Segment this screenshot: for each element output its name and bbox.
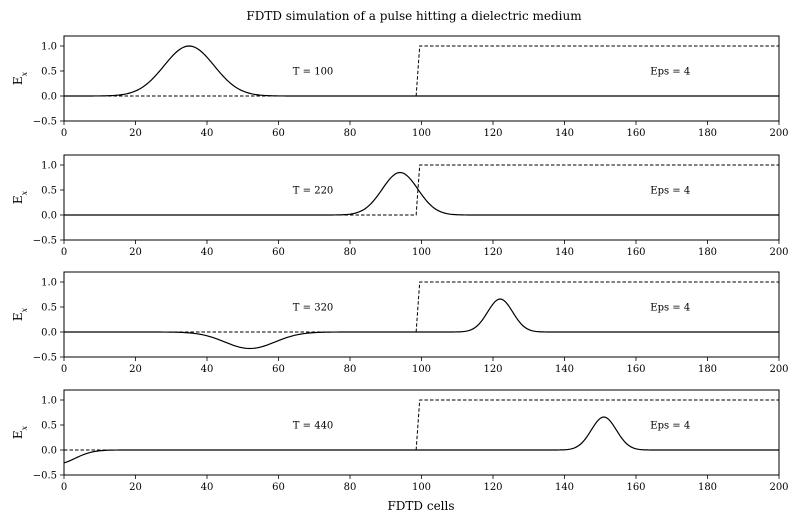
panel-2: 0 20 40 60 80 100 120 140 160 180 200 −0.5 0.0 0.5 1.0… xyxy=(11,154,789,258)
x-tick-label: 140 xyxy=(555,364,574,375)
x-tick-label: 140 xyxy=(555,247,574,258)
field-series-line xyxy=(64,45,779,97)
y-tick-label: 0.5 xyxy=(41,67,57,78)
plot-frame xyxy=(63,35,780,122)
y-tick-label: −0.5 xyxy=(33,471,57,482)
eps-annotation: Eps = 4 xyxy=(650,186,690,197)
x-tick-label: 120 xyxy=(483,128,502,139)
x-tick-label: 160 xyxy=(626,364,645,375)
y-tick-label: 0.5 xyxy=(41,186,57,197)
x-tick-label: 20 xyxy=(129,482,142,493)
time-annotation: T = 100 xyxy=(293,67,334,78)
eps-annotation: Eps = 4 xyxy=(650,303,690,314)
x-tick-label: 180 xyxy=(698,128,717,139)
y-axis-label: Ex xyxy=(11,425,29,439)
y-tick-label: 0.5 xyxy=(41,303,57,314)
x-tick-label: 160 xyxy=(626,128,645,139)
x-tick-label: 200 xyxy=(769,364,788,375)
x-tick-label: 20 xyxy=(129,247,142,258)
x-tick-label: 20 xyxy=(129,364,142,375)
y-axis-label: Ex xyxy=(11,307,29,321)
y-tick-label: 0.0 xyxy=(41,92,57,103)
x-tick-label: 140 xyxy=(555,482,574,493)
y-axis-label: Ex xyxy=(11,190,29,204)
x-tick-label: 120 xyxy=(483,247,502,258)
y-tick-label: −0.5 xyxy=(33,117,57,128)
y-tick-label: 1.0 xyxy=(41,42,57,53)
x-tick-label: 200 xyxy=(769,247,788,258)
x-tick-label: 60 xyxy=(272,128,285,139)
x-tick-label: 80 xyxy=(344,247,357,258)
x-tick-label: 140 xyxy=(555,128,574,139)
x-tick-label: 100 xyxy=(412,128,431,139)
y-axis-label: Ex xyxy=(11,71,29,85)
panel-4: 0 20 40 60 80 100 120 140 160 180 200 −0.5 0.0 0.5 1.0… xyxy=(11,389,789,493)
x-tick-label: 20 xyxy=(129,128,142,139)
x-tick-label: 100 xyxy=(412,482,431,493)
x-tick-label: 180 xyxy=(698,247,717,258)
x-tick-label: 60 xyxy=(272,482,285,493)
y-tick-label: −0.5 xyxy=(33,236,57,247)
plot-frame xyxy=(63,154,780,241)
x-tick-label: 160 xyxy=(626,247,645,258)
y-tick-label: 1.0 xyxy=(41,161,57,172)
x-tick-label: 60 xyxy=(272,364,285,375)
field-series-line xyxy=(64,298,779,350)
time-annotation: T = 320 xyxy=(293,303,334,314)
plot-frame xyxy=(63,271,780,358)
x-tick-label: 100 xyxy=(412,364,431,375)
y-tick-label: 1.0 xyxy=(41,278,57,289)
x-tick-label: 60 xyxy=(272,247,285,258)
x-tick-label: 160 xyxy=(626,482,645,493)
panel-1: 0 20 40 60 80 100 120 140 160 180 200 −0.5 0.0 0.5 1.0… xyxy=(11,35,789,139)
x-tick-label: 80 xyxy=(344,364,357,375)
chart-title: FDTD simulation of a pulse hitting a die… xyxy=(246,9,582,23)
x-tick-label: 0 xyxy=(61,128,67,139)
time-annotation: T = 440 xyxy=(293,421,334,432)
panel-3: 0 20 40 60 80 100 120 140 160 180 200 −0.5 0.0 0.5 1.0… xyxy=(11,271,789,375)
x-tick-label: 40 xyxy=(201,247,214,258)
x-axis-label: FDTD cells xyxy=(387,499,454,513)
x-tick-label: 200 xyxy=(769,128,788,139)
time-annotation: T = 220 xyxy=(293,186,334,197)
x-tick-label: 80 xyxy=(344,482,357,493)
x-tick-label: 120 xyxy=(483,364,502,375)
x-tick-label: 40 xyxy=(201,482,214,493)
x-tick-label: 0 xyxy=(61,482,67,493)
x-tick-label: 120 xyxy=(483,482,502,493)
eps-annotation: Eps = 4 xyxy=(650,421,690,432)
y-tick-label: 0.0 xyxy=(41,211,57,222)
x-tick-label: 40 xyxy=(201,128,214,139)
x-tick-label: 80 xyxy=(344,128,357,139)
y-tick-label: 0.0 xyxy=(41,446,57,457)
field-series-line xyxy=(64,171,779,216)
eps-annotation: Eps = 4 xyxy=(650,67,690,78)
field-series-line xyxy=(64,416,779,464)
y-tick-label: 1.0 xyxy=(41,396,57,407)
x-tick-label: 100 xyxy=(412,247,431,258)
x-tick-label: 0 xyxy=(61,247,67,258)
x-tick-label: 180 xyxy=(698,482,717,493)
dielectric-profile-line xyxy=(64,281,779,333)
panels: 0 20 40 60 80 100 120 140 160 180 200−0.50.00.51.0… xyxy=(11,35,789,493)
plot-frame xyxy=(63,389,780,476)
dielectric-profile-line xyxy=(64,45,779,97)
x-tick-label: 40 xyxy=(201,364,214,375)
y-tick-label: −0.5 xyxy=(33,353,57,364)
x-tick-label: 180 xyxy=(698,364,717,375)
x-tick-label: 0 xyxy=(61,364,67,375)
x-tick-label: 200 xyxy=(769,482,788,493)
y-tick-label: 0.5 xyxy=(41,421,57,432)
y-tick-label: 0.0 xyxy=(41,328,57,339)
